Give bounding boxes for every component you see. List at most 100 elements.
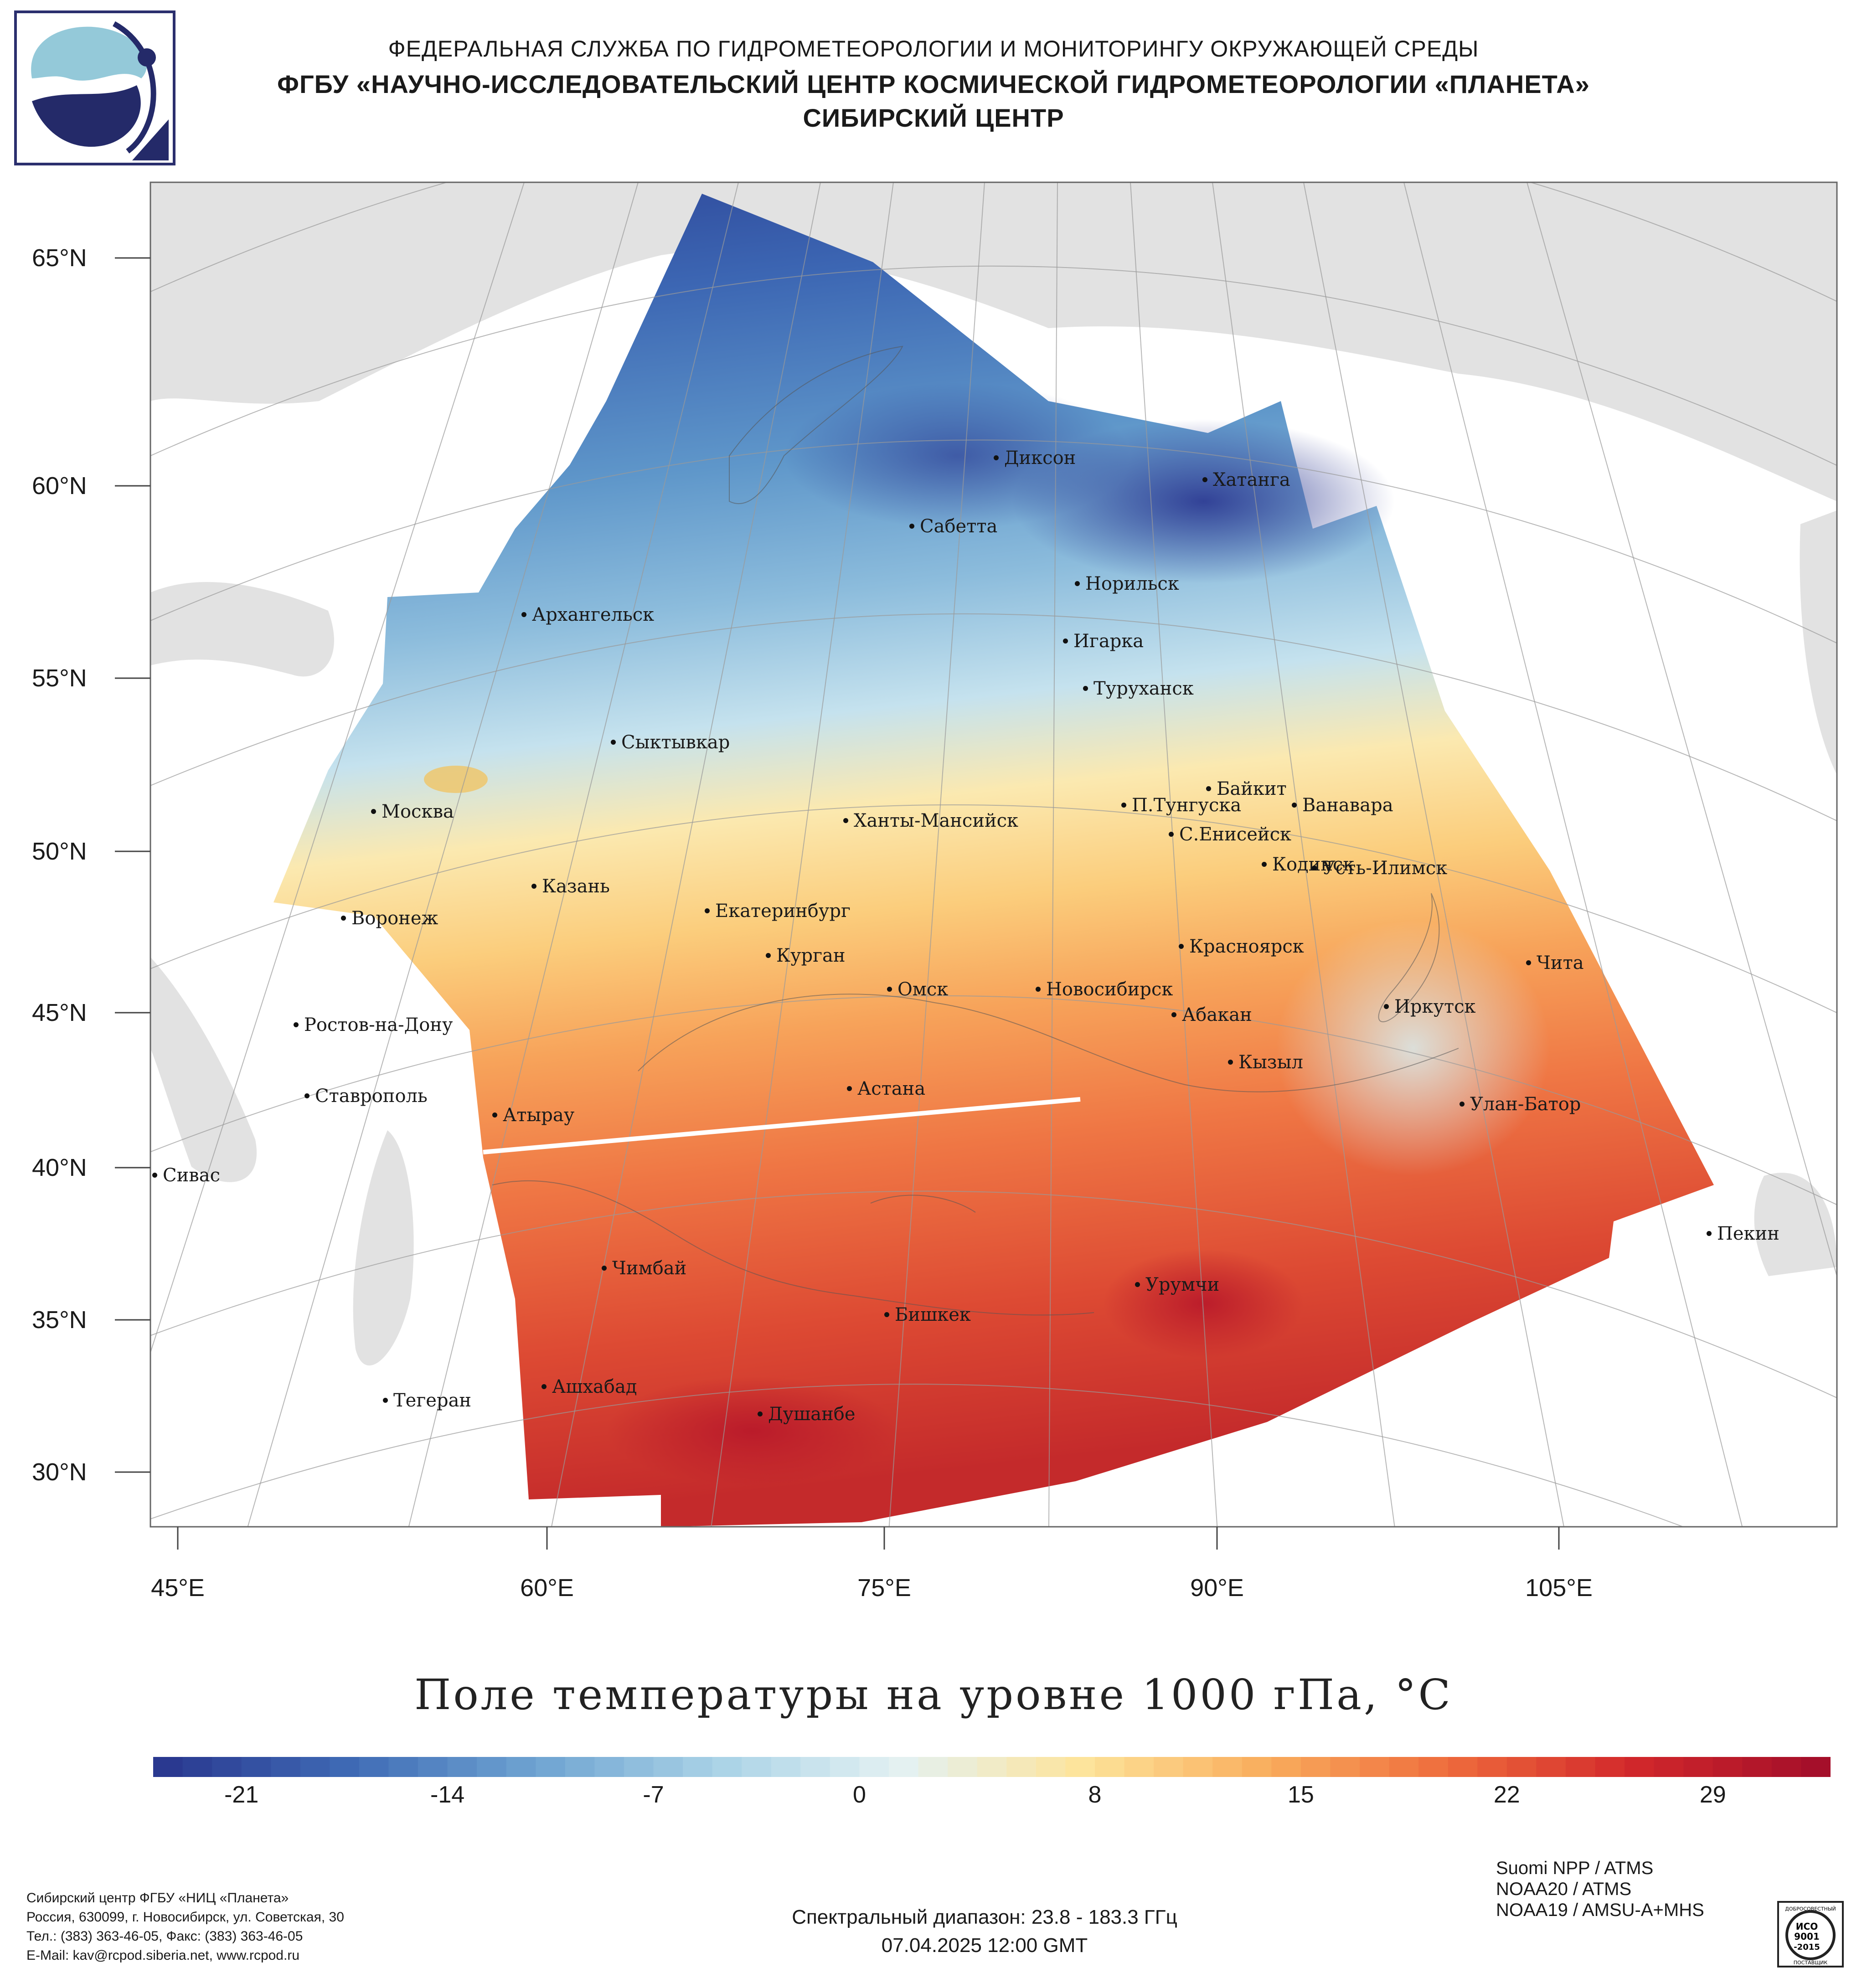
city-irkutsk: Иркутск <box>1384 996 1476 1017</box>
city-p-tunguska: П.Тунгуска <box>1121 795 1241 816</box>
colorbar-step <box>182 1757 213 1777</box>
city-kurgan: Курган <box>766 945 846 966</box>
colorbar-step <box>153 1757 183 1777</box>
colorbar-step <box>1124 1757 1155 1777</box>
colorbar-step <box>1477 1757 1507 1777</box>
city-rostov-na-donu: Ростов-на-Дону <box>294 1015 453 1035</box>
lon-label-60: 60°E <box>520 1574 574 1602</box>
city-chimbay: Чимбай <box>602 1258 686 1279</box>
colorbar-step <box>977 1757 1007 1777</box>
org-address: Россия, 630099, г. Новосибирск, ул. Сове… <box>26 1910 344 1925</box>
colorbar-step <box>1006 1757 1037 1777</box>
city-kodinsk: Кодинск <box>1262 854 1354 875</box>
colorbar-step <box>1801 1757 1831 1777</box>
org-email: E-Mail: kav@rcpod.siberia.net, www.rcpod… <box>26 1948 300 1963</box>
city-vanavara: Ванавара <box>1292 795 1393 816</box>
colorbar-step <box>800 1757 830 1777</box>
header-center: ФГБУ «НАУЧНО-ИССЛЕДОВАТЕЛЬСКИЙ ЦЕНТР КОС… <box>277 70 1590 98</box>
colorbar-step <box>918 1757 949 1777</box>
colorbar-tick-label: -21 <box>224 1782 259 1808</box>
city-omsk: Омск <box>887 979 948 1000</box>
city-baykit: Байкит <box>1206 778 1287 799</box>
iso-badge-iso: ИСО <box>1796 1921 1818 1932</box>
city-arkhangelsk: Архангельск <box>521 604 654 625</box>
lat-label-60: 60°N <box>32 472 87 500</box>
colorbar-step <box>1300 1757 1331 1777</box>
colorbar-step <box>1094 1757 1125 1777</box>
colorbar-step <box>271 1757 301 1777</box>
city-ulan-bator: Улан-Батор <box>1460 1094 1581 1115</box>
city-sivas: Сивас <box>152 1165 220 1186</box>
colorbar-step <box>1536 1757 1566 1777</box>
planeta-logo <box>14 10 175 165</box>
temperature-map <box>115 181 1838 1550</box>
colorbar-step <box>1595 1757 1625 1777</box>
colorbar-step <box>948 1757 978 1777</box>
colorbar <box>153 1757 1831 1777</box>
colorbar-step <box>1036 1757 1066 1777</box>
city-abakan: Абакан <box>1171 1004 1252 1025</box>
instrument-item: Suomi NPP / ATMS <box>1496 1858 1654 1878</box>
city-dikson: Диксон <box>994 448 1076 469</box>
city-pekin: Пекин <box>1707 1223 1779 1244</box>
colorbar-step <box>1683 1757 1713 1777</box>
header-branch: СИБИРСКИЙ ЦЕНТР <box>803 103 1064 132</box>
colorbar-step <box>1448 1757 1478 1777</box>
colorbar-tick-label: 29 <box>1699 1782 1726 1808</box>
iso-badge-top: ДОБРОСОВЕСТНЫЙ <box>1785 1906 1836 1912</box>
colorbar-step <box>830 1757 860 1777</box>
colorbar-step <box>1418 1757 1449 1777</box>
colorbar-step <box>388 1757 419 1777</box>
colorbar-step <box>1065 1757 1095 1777</box>
colorbar-step <box>859 1757 890 1777</box>
city-kyzyl: Кызыл <box>1228 1052 1303 1073</box>
lon-label-105: 105°E <box>1525 1574 1593 1602</box>
city-dushanbe: Душанбе <box>758 1404 856 1425</box>
colorbar-step <box>1360 1757 1390 1777</box>
colorbar-step <box>1654 1757 1684 1777</box>
colorbar-tick-label: 15 <box>1287 1782 1314 1808</box>
instruments-list: Suomi NPP / ATMS NOAA20 / ATMS NOAA19 / … <box>1496 1858 1704 1921</box>
colorbar-step <box>565 1757 595 1777</box>
iso-badge-year: -2015 <box>1794 1942 1820 1952</box>
city-bishkek: Бишкек <box>884 1304 971 1325</box>
colorbar-step <box>300 1757 330 1777</box>
colorbar-tick-label: -7 <box>643 1782 664 1808</box>
colorbar-step <box>771 1757 801 1777</box>
colorbar-tick-label: 0 <box>853 1782 866 1808</box>
colorbar-step <box>536 1757 566 1777</box>
city-ust-ilimsk: Усть-Илимск <box>1312 858 1447 879</box>
colorbar-step <box>1389 1757 1419 1777</box>
colorbar-step <box>241 1757 272 1777</box>
city-kazan: Казань <box>531 876 610 897</box>
colorbar-step <box>330 1757 360 1777</box>
spectral-range: Спектральный диапазон: 23.8 - 183.3 ГГц <box>792 1906 1177 1928</box>
city-sabetta: Сабетта <box>909 516 997 537</box>
city-chita: Чита <box>1526 953 1584 973</box>
colorbar-step <box>1154 1757 1184 1777</box>
city-krasnoyarsk: Красноярск <box>1179 936 1304 957</box>
lat-label-45: 45°N <box>32 999 87 1026</box>
iso-badge-icon: ДОБРОСОВЕСТНЫЙ ИСО 9001 -2015 ПОСТАВЩИК <box>1777 1901 1844 1967</box>
lon-label-90: 90°E <box>1190 1574 1244 1602</box>
instrument-item: NOAA19 / AMSU-A+MHS <box>1496 1900 1704 1920</box>
city-voronezh: Воронеж <box>341 908 438 929</box>
city-moskva: Москва <box>371 801 454 822</box>
colorbar-step <box>1712 1757 1743 1777</box>
colorbar-step <box>889 1757 919 1777</box>
city-turukhansk: Туруханск <box>1083 678 1194 699</box>
colorbar-step <box>624 1757 654 1777</box>
colorbar-step <box>506 1757 536 1777</box>
org-contacts: Сибирский центр ФГБУ «НИЦ «Планета» Росс… <box>26 1889 344 1965</box>
lat-label-55: 55°N <box>32 664 87 692</box>
colorbar-step <box>1242 1757 1272 1777</box>
city-khanty-mansiysk: Ханты-Мансийск <box>843 810 1018 831</box>
city-atyrau: Атырау <box>492 1105 574 1126</box>
city-s-yeniseysk: С.Енисейск <box>1169 824 1291 845</box>
instrument-item: NOAA20 / ATMS <box>1496 1879 1632 1899</box>
colorbar-step <box>683 1757 713 1777</box>
iso-badge-bottom: ПОСТАВЩИК <box>1794 1960 1828 1966</box>
colorbar-step <box>712 1757 743 1777</box>
colorbar-step <box>447 1757 478 1777</box>
colorbar-step <box>212 1757 242 1777</box>
